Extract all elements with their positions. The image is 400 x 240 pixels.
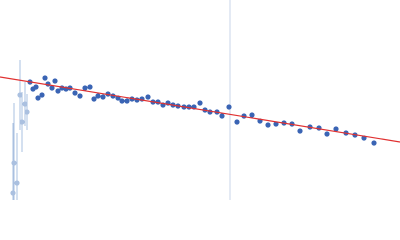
data-point [371,140,377,146]
data-point [100,94,106,100]
data-point [33,84,39,90]
chart [0,0,400,200]
data-point [234,119,240,125]
data-point [39,92,45,98]
data-point [95,93,101,99]
data-point [24,109,30,115]
data-point [197,100,203,106]
data-point [35,95,41,101]
data-point [72,90,78,96]
data-point [14,180,20,186]
data-point [265,122,271,128]
data-point [10,190,16,196]
data-point [333,126,339,132]
data-point [226,104,232,110]
data-point [52,78,58,84]
data-point [124,98,130,104]
data-point [297,128,303,134]
fit-line [0,76,400,143]
data-point [22,101,28,107]
page: {"chart_data": {"type": "scatter", "xlim… [0,0,400,200]
data-point [219,113,225,119]
data-point [91,96,97,102]
data-point [17,92,23,98]
data-point [82,85,88,91]
data-point [77,93,83,99]
data-point [273,121,279,127]
data-point [55,88,61,94]
data-point [42,75,48,81]
data-point [119,98,125,104]
data-point [11,160,17,166]
data-point [87,84,93,90]
data-point [49,85,55,91]
data-point [145,94,151,100]
data-point [19,119,25,125]
data-point [324,131,330,137]
data-point [249,112,255,118]
